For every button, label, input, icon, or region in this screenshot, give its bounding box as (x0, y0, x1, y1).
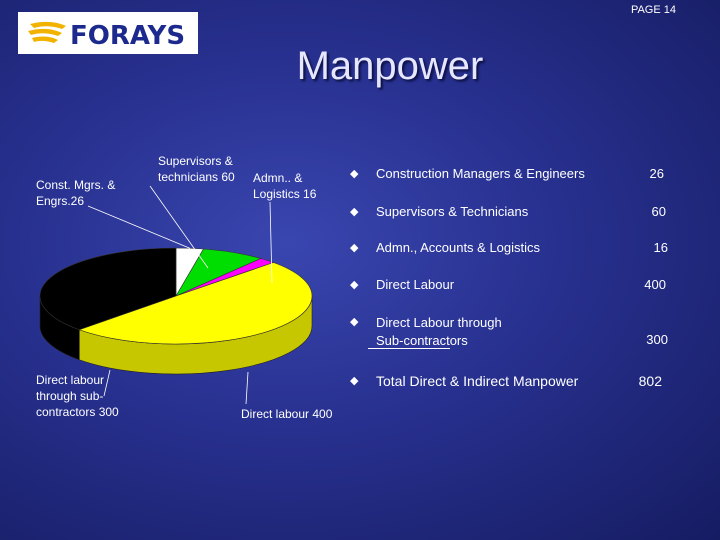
pie-leader-line-2 (269, 201, 273, 284)
pie-label-line: contractors 300 (36, 405, 119, 419)
row-label: Direct Labour through Sub-contractors (376, 314, 502, 350)
row-value: 400 (644, 277, 666, 292)
pie-label-direct-labour: Direct labour 400 (241, 406, 332, 422)
forays-logo: FORAYS (18, 12, 198, 54)
diamond-bullet-icon: ◆ (350, 206, 359, 218)
row-label-line: Sub-contractors (376, 333, 468, 348)
pie-leader-line-1 (149, 185, 209, 269)
svg-text:FORAYS: FORAYS (70, 21, 185, 50)
row-value: 26 (649, 166, 664, 181)
pie-label-admn: Admn.. & Logistics 16 (253, 170, 316, 202)
pie-label-line: Logistics 16 (253, 187, 317, 201)
total-label: Total Direct & Indirect Manpower (376, 373, 579, 389)
pie-slice-3 (78, 262, 313, 345)
row-label: Supervisors & Technicians (376, 204, 529, 219)
pie-label-line: through sub- (36, 389, 104, 403)
diamond-bullet-icon: ◆ (350, 279, 359, 291)
pie-leader-line-0 (87, 205, 190, 249)
pie-label-line: Direct labour (36, 373, 105, 387)
row-value: 60 (651, 204, 666, 219)
diamond-bullet-icon: ◆ (350, 242, 359, 254)
diamond-bullet-icon: ◆ (350, 316, 359, 328)
total-value: 802 (638, 373, 662, 389)
pie-label-line: Direct labour 400 (241, 407, 333, 421)
pie-label-supervisors: Supervisors & technicians 60 (158, 153, 235, 185)
row-label-line: Direct Labour through (376, 315, 502, 330)
diamond-bullet-icon: ◆ (350, 168, 359, 180)
row-value: 300 (646, 332, 668, 347)
row-value: 16 (653, 240, 668, 255)
row-label: Construction Managers & Engineers (376, 166, 585, 181)
pie-label-line: Supervisors & (158, 154, 233, 168)
pie-label-line: technicians 60 (158, 170, 235, 184)
table-row: ◆ Direct Labour through Sub-contractors … (350, 314, 690, 354)
pie-slice-4 (39, 247, 177, 331)
diamond-bullet-icon: ◆ (350, 375, 359, 387)
page-number: PAGE 14 (630, 4, 676, 16)
row-label: Direct Labour (376, 277, 455, 292)
pie-label-const-mgrs: Const. Mgrs. & Engrs.26 (36, 177, 115, 209)
pie-label-line: Const. Mgrs. & (36, 178, 116, 192)
pie-label-line: Engrs.26 (36, 194, 85, 208)
pie-label-subcontractors: Direct labour through sub- contractors 3… (36, 372, 119, 420)
row-label: Admn., Accounts & Logistics (376, 240, 541, 255)
forays-logo-mark: FORAYS (28, 21, 185, 50)
slide-title: Manpower (296, 44, 484, 88)
pie-leader-line-3 (245, 371, 249, 405)
pie-leader-line-4 (103, 369, 111, 397)
total-divider (368, 348, 450, 349)
pie-label-line: Admn.. & (253, 171, 303, 185)
